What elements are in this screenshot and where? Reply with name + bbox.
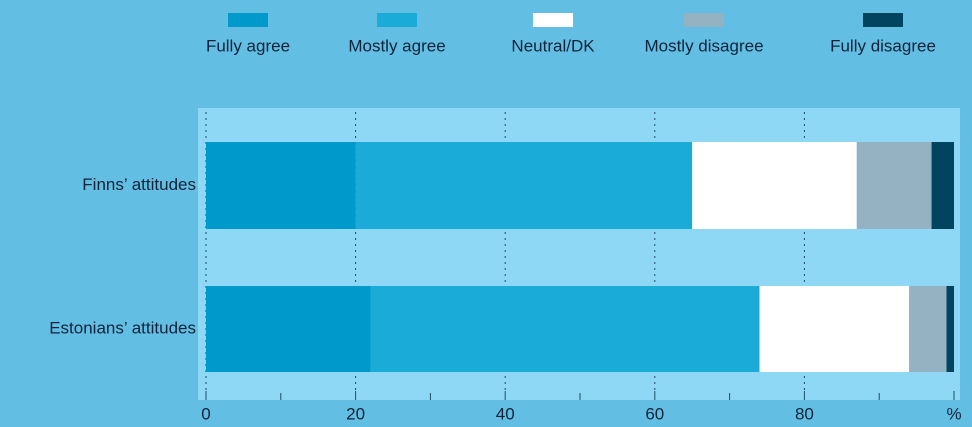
legend-label: Mostly agree xyxy=(348,36,445,55)
legend-swatch xyxy=(533,13,573,27)
legend-label: Fully disagree xyxy=(830,36,936,55)
legend-label: Neutral/DK xyxy=(511,36,595,55)
bar-segment xyxy=(370,286,760,372)
bar-segment xyxy=(759,286,910,372)
legend-label: Mostly disagree xyxy=(644,36,763,55)
legend-label: Fully agree xyxy=(206,36,290,55)
bar-segment xyxy=(931,142,954,229)
x-tick-label: 40 xyxy=(496,404,515,423)
bar-segment xyxy=(856,142,932,229)
bar-segment xyxy=(909,286,947,372)
bar-segment xyxy=(692,142,857,229)
legend-swatch xyxy=(684,13,724,27)
y-tick-label: Finns’ attitudes xyxy=(82,175,196,194)
legend-swatch xyxy=(377,13,417,27)
legend-swatch xyxy=(863,13,903,27)
x-tick-label: 80 xyxy=(795,404,814,423)
x-tick-label: % xyxy=(946,404,961,423)
bar-segment xyxy=(206,142,356,229)
bar-segment xyxy=(355,142,693,229)
x-tick-label: 60 xyxy=(645,404,664,423)
x-tick-label: 20 xyxy=(346,404,365,423)
legend-swatch xyxy=(228,13,268,27)
y-tick-label: Estonians’ attitudes xyxy=(49,318,196,337)
bar-segment xyxy=(946,286,954,372)
x-tick-label: 0 xyxy=(201,404,210,423)
bar-segment xyxy=(206,286,371,372)
